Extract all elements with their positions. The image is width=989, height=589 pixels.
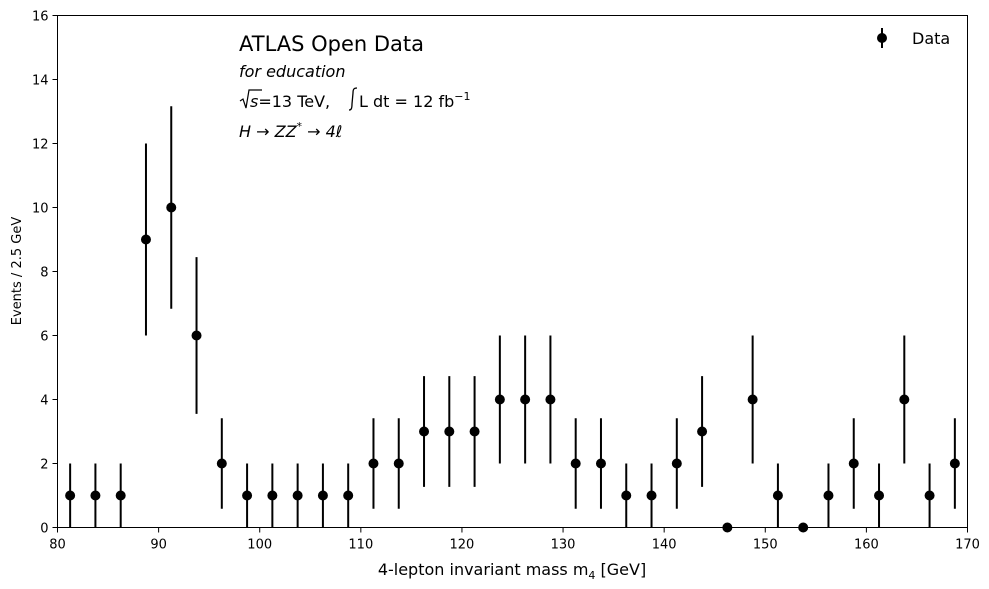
sqrt-symbol-icon bbox=[239, 89, 262, 109]
svg-text:L dt = 12 fb−1: L dt = 12 fb−1 bbox=[359, 90, 470, 111]
legend-label: Data bbox=[912, 29, 950, 48]
x-axis: 80 90 100 110 120 130 140 150 160 170 bbox=[49, 527, 980, 553]
x-tick-label: 120 bbox=[450, 538, 475, 553]
data-point bbox=[722, 522, 733, 533]
data-point bbox=[216, 458, 227, 469]
data-point bbox=[469, 426, 480, 437]
data-point bbox=[393, 458, 404, 469]
data-point bbox=[697, 426, 708, 437]
x-tick-label: 130 bbox=[551, 538, 576, 553]
data-point bbox=[772, 490, 783, 501]
data-point bbox=[419, 426, 430, 437]
legend-marker-icon bbox=[877, 33, 887, 43]
data-point bbox=[570, 458, 581, 469]
x-tick-label: 160 bbox=[854, 538, 879, 553]
data-point bbox=[494, 394, 505, 405]
y-tick-label: 12 bbox=[32, 138, 49, 153]
x-axis-label: 4-lepton invariant mass m4 [GeV] bbox=[378, 560, 646, 582]
x-tick-label: 110 bbox=[348, 538, 373, 553]
data-point bbox=[267, 490, 278, 501]
data-point bbox=[899, 394, 910, 405]
y-tick-label: 10 bbox=[32, 202, 49, 217]
data-point bbox=[317, 490, 328, 501]
data-point bbox=[545, 394, 556, 405]
data-point bbox=[191, 330, 202, 341]
data-point bbox=[292, 490, 303, 501]
y-tick-label: 2 bbox=[40, 458, 48, 473]
data-point bbox=[924, 490, 935, 501]
y-axis: 0 2 4 6 8 10 12 14 16 bbox=[32, 10, 58, 537]
data-series bbox=[65, 106, 960, 533]
data-point bbox=[115, 490, 126, 501]
x-tick-label: 170 bbox=[955, 538, 980, 553]
annotation-process: H → ZZ* → 4ℓ bbox=[239, 120, 342, 141]
data-point bbox=[595, 458, 606, 469]
x-tick-label: 150 bbox=[753, 538, 778, 553]
data-point bbox=[368, 458, 379, 469]
annotation-energy-lumi: s=13 TeV, L dt = 12 fb−1 bbox=[239, 87, 470, 111]
data-point bbox=[343, 490, 354, 501]
data-point bbox=[520, 394, 531, 405]
annotation-title: ATLAS Open Data bbox=[239, 32, 424, 56]
data-point bbox=[65, 490, 76, 501]
data-point bbox=[747, 394, 758, 405]
data-point bbox=[140, 234, 151, 245]
x-tick-label: 100 bbox=[247, 538, 272, 553]
y-tick-label: 16 bbox=[32, 10, 49, 25]
x-tick-label: 80 bbox=[49, 538, 66, 553]
data-point bbox=[949, 458, 960, 469]
data-point bbox=[621, 490, 632, 501]
y-tick-label: 4 bbox=[40, 394, 48, 409]
integral-symbol-icon bbox=[348, 87, 358, 111]
y-tick-label: 0 bbox=[40, 522, 48, 537]
y-tick-label: 8 bbox=[40, 266, 48, 281]
y-tick-label: 6 bbox=[40, 330, 48, 345]
legend: Data bbox=[877, 28, 950, 48]
x-tick-label: 90 bbox=[150, 538, 167, 553]
y-tick-label: 14 bbox=[32, 74, 49, 89]
svg-text:s=13 TeV,: s=13 TeV, bbox=[250, 92, 330, 111]
data-point bbox=[874, 490, 885, 501]
data-point bbox=[823, 490, 834, 501]
y-axis-label: Events / 2.5 GeV bbox=[10, 217, 25, 326]
annotation-subtitle: for education bbox=[239, 62, 345, 81]
data-point bbox=[242, 490, 253, 501]
x-tick-label: 140 bbox=[652, 538, 677, 553]
data-point bbox=[671, 458, 682, 469]
data-point bbox=[166, 202, 177, 213]
data-point bbox=[90, 490, 101, 501]
data-point bbox=[646, 490, 657, 501]
data-point bbox=[798, 522, 809, 533]
data-point bbox=[848, 458, 859, 469]
data-point bbox=[444, 426, 455, 437]
